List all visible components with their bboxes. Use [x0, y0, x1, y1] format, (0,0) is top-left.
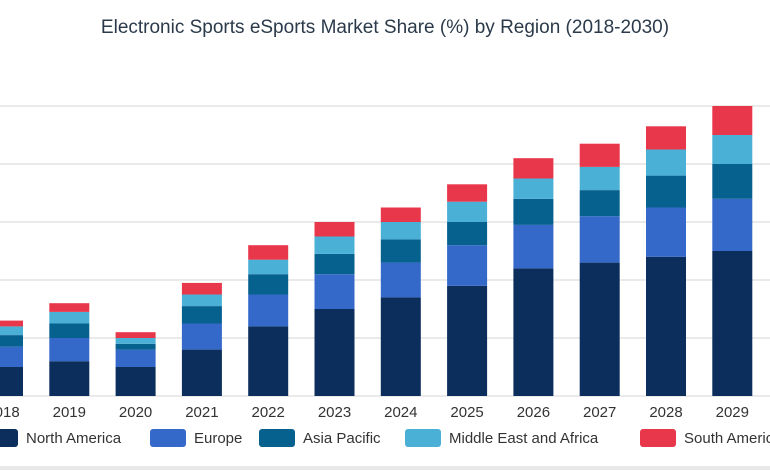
bar-2022-north-america [248, 326, 289, 396]
bar-2019-north-america [49, 361, 90, 396]
bar-2024-north-america [380, 297, 421, 396]
x-tick-label: 2023 [318, 404, 351, 421]
legend-label: South America [684, 429, 770, 447]
bar-2023-europe [314, 274, 355, 309]
legend-item-middle-east-and-africa[interactable]: Middle East and Africa [405, 427, 598, 449]
x-tick-label: 2019 [53, 404, 86, 421]
bar-2026-south-america [513, 158, 554, 179]
legend-label: Middle East and Africa [449, 429, 599, 447]
bar-2018-north-america [0, 367, 23, 396]
bar-2020-europe [115, 349, 156, 367]
bar-2027-middle-east-and-africa [579, 166, 620, 191]
bar-2025-middle-east-and-africa [447, 201, 488, 222]
bar-2019-europe [49, 338, 90, 362]
legend-label: North America [26, 429, 122, 447]
bar-2020-middle-east-and-africa [115, 338, 156, 344]
bar-2020-asia-pacific [115, 343, 156, 350]
bar-2023-middle-east-and-africa [314, 236, 355, 254]
bar-2025-asia-pacific [447, 222, 488, 246]
bar-2027-asia-pacific [579, 190, 620, 217]
bar-2026-europe [513, 224, 554, 269]
x-tick-label: 2021 [185, 404, 218, 421]
x-tick-label: 2026 [517, 404, 550, 421]
legend-swatch [405, 429, 441, 447]
bar-2022-europe [248, 294, 289, 327]
legend-swatch [150, 429, 186, 447]
legend-swatch [259, 429, 295, 447]
bar-2028-asia-pacific [646, 175, 686, 208]
legend-item-europe[interactable]: Europe [150, 427, 242, 449]
chart-title: Electronic Sports eSports Market Share (… [100, 17, 670, 38]
bar-2027-europe [579, 216, 620, 263]
bar-2020-south-america [115, 332, 156, 338]
x-tick-label: 2024 [384, 404, 417, 421]
bar-2022-asia-pacific [248, 274, 289, 295]
bar-2025-europe [447, 245, 488, 286]
bar-2028-north-america [646, 256, 686, 396]
bar-2022-south-america [248, 245, 289, 260]
legend-item-asia-pacific[interactable]: Asia Pacific [259, 427, 381, 449]
legend-label: Asia Pacific [303, 429, 381, 447]
bar-2025-north-america [447, 285, 488, 396]
bar-2021-asia-pacific [181, 306, 222, 324]
x-tick-label: 2025 [450, 404, 483, 421]
bar-2023-asia-pacific [314, 253, 355, 275]
bar-2025-south-america [447, 184, 488, 202]
bar-2018-south-america [0, 320, 23, 327]
x-tick-label: 2027 [583, 404, 616, 421]
bar-2026-north-america [513, 268, 554, 396]
bar-2026-asia-pacific [513, 198, 554, 225]
bar-2028-middle-east-and-africa [646, 149, 686, 176]
bar-2021-middle-east-and-africa [181, 294, 222, 307]
bar-2024-south-america [380, 207, 421, 222]
bar-2020-north-america [115, 367, 156, 396]
bar-2026-middle-east-and-africa [513, 178, 554, 199]
bar-2023-north-america [314, 309, 355, 396]
bar-2024-middle-east-and-africa [380, 222, 421, 240]
bar-2024-asia-pacific [380, 239, 421, 263]
x-tick-label: 2029 [716, 404, 749, 421]
x-tick-label: 2018 [0, 404, 20, 421]
bar-2024-europe [380, 262, 421, 298]
bar-2023-south-america [314, 222, 355, 237]
bar-2021-north-america [181, 349, 222, 396]
bar-2018-asia-pacific [0, 335, 23, 347]
bar-2029-europe [712, 198, 753, 251]
legend-swatch [0, 429, 18, 447]
bar-2018-europe [0, 346, 23, 367]
bar-2029-asia-pacific [712, 164, 753, 199]
bar-2018-middle-east-and-africa [0, 326, 23, 336]
bar-2029-north-america [712, 251, 753, 396]
legend-swatch [640, 429, 676, 447]
bar-2019-south-america [49, 303, 90, 312]
bar-2029-south-america [712, 106, 753, 135]
bar-2029-middle-east-and-africa [712, 135, 753, 164]
bar-2028-south-america [646, 126, 686, 150]
bar-2021-europe [181, 323, 222, 350]
x-tick-label: 2028 [649, 404, 682, 421]
legend-label: Europe [194, 429, 243, 447]
bar-2028-europe [646, 207, 686, 257]
legend-item-south-america[interactable]: South America [640, 427, 770, 449]
bar-2022-middle-east-and-africa [248, 259, 289, 275]
bar-2019-middle-east-and-africa [49, 311, 90, 324]
bar-2019-asia-pacific [49, 323, 90, 338]
bar-2027-north-america [579, 262, 620, 396]
bar-2021-south-america [181, 282, 222, 295]
bar-2027-south-america [579, 143, 620, 167]
x-tick-label: 2020 [119, 404, 152, 421]
x-tick-label: 2022 [252, 404, 285, 421]
legend-item-north-america[interactable]: North America [0, 427, 121, 449]
